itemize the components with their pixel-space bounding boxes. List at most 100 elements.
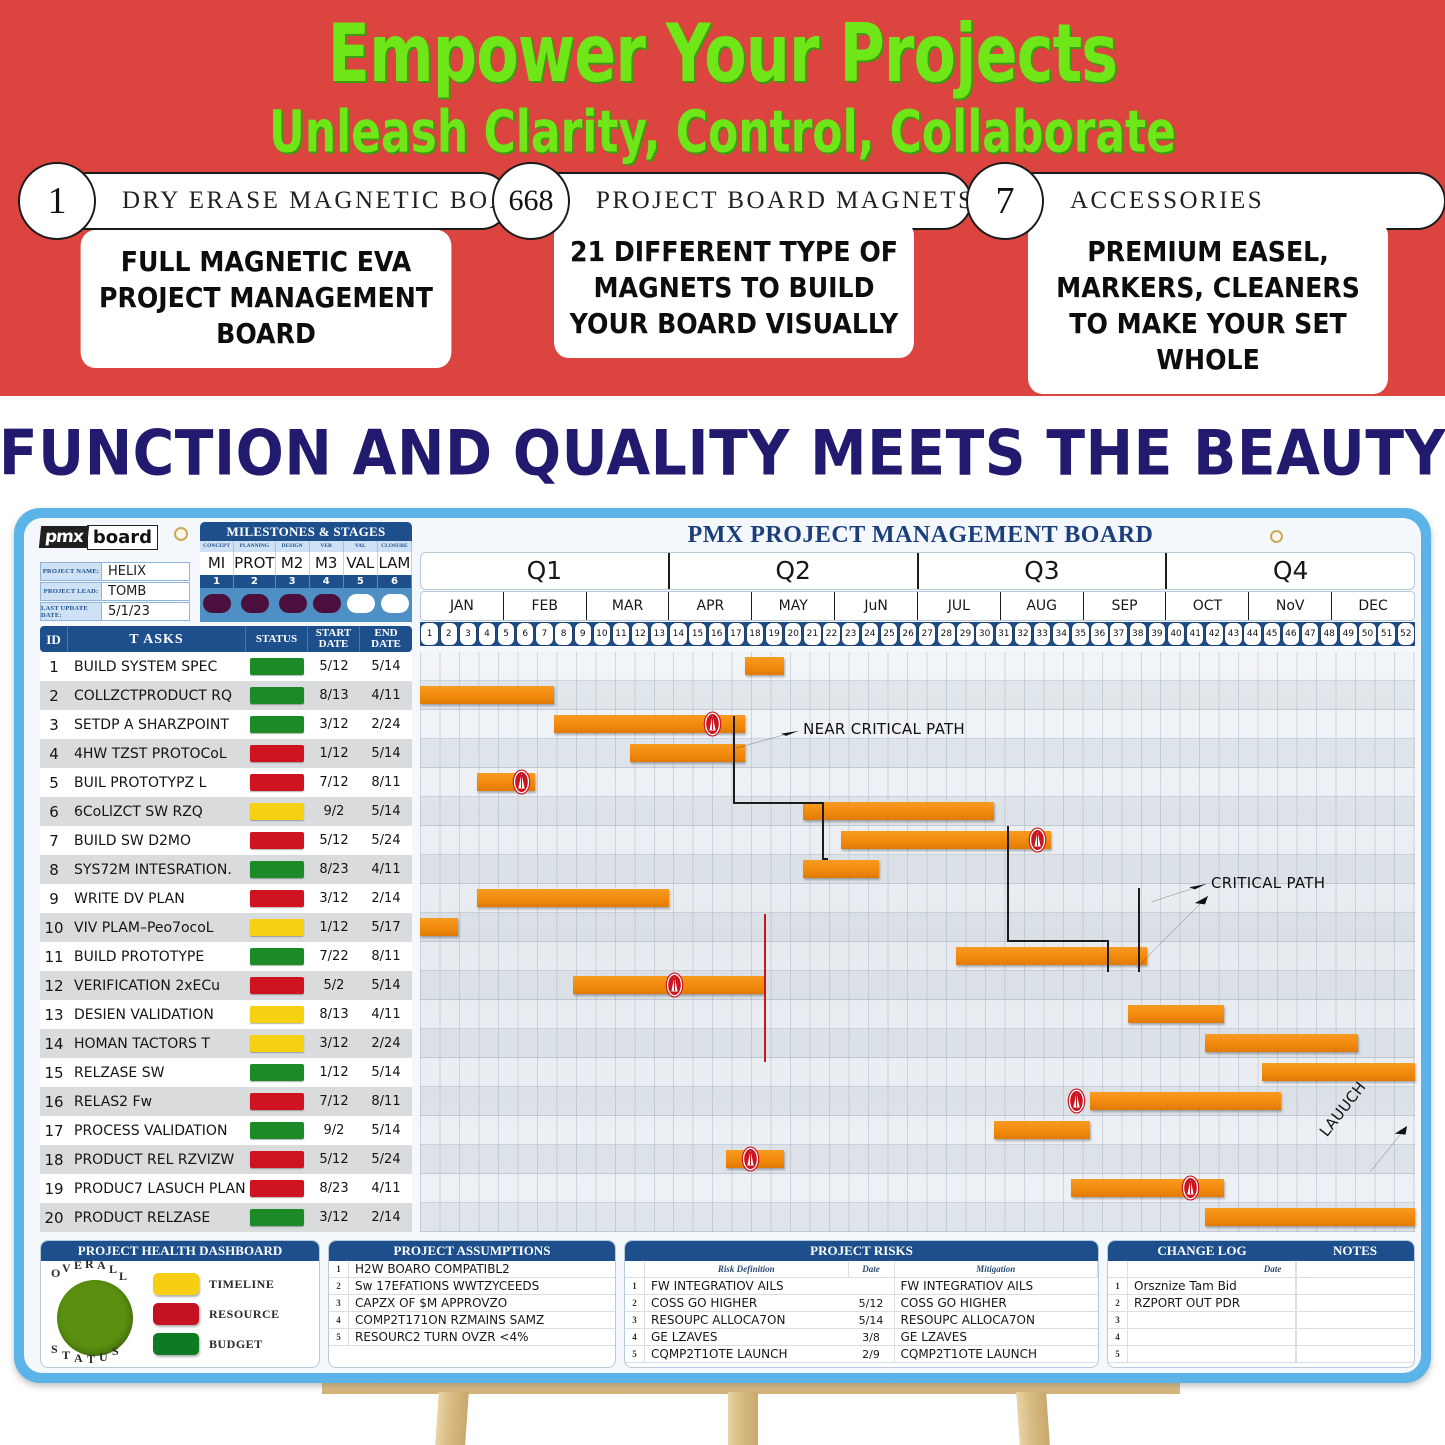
table-row[interactable]: 9 WRITE DV PLAN 3/12 2/14: [40, 884, 412, 913]
warning-icon[interactable]: [665, 972, 684, 998]
warning-icon[interactable]: [703, 711, 722, 737]
task-status-cell[interactable]: [246, 1174, 308, 1203]
project-info-value[interactable]: HELIX: [102, 562, 190, 581]
list-item[interactable]: 3: [1108, 1312, 1414, 1329]
gantt-bar[interactable]: [955, 947, 1148, 965]
task-status-cell[interactable]: [246, 681, 308, 710]
list-item[interactable]: 2 RZPORT OUT PDR: [1108, 1295, 1414, 1312]
table-row[interactable]: 20 PRODUCT RELZASE 3/12 2/14: [40, 1203, 412, 1232]
task-status-cell[interactable]: [246, 1058, 308, 1087]
list-item[interactable]: 5: [1108, 1346, 1414, 1363]
gantt-bar[interactable]: [1127, 1005, 1224, 1023]
gantt-bar[interactable]: [1261, 1063, 1415, 1081]
milestone-dot-cell[interactable]: [234, 588, 275, 618]
milestone-column[interactable]: CONCEPT MI 1: [200, 541, 235, 618]
task-status-cell[interactable]: [246, 1000, 308, 1029]
task-status-cell[interactable]: [246, 768, 308, 797]
task-status-cell[interactable]: [246, 739, 308, 768]
milestone-column[interactable]: CLOSURE LAM 6: [377, 541, 412, 618]
table-row[interactable]: 10 VIV PLAM–Peo7ocoL 1/12 5/17: [40, 913, 412, 942]
task-status-cell[interactable]: [246, 884, 308, 913]
table-row[interactable]: 12 VERIFICATION 2xECu 5/2 5/14: [40, 971, 412, 1000]
task-status-cell[interactable]: [246, 942, 308, 971]
project-info-value[interactable]: TOMB: [102, 582, 190, 601]
milestone-dot-cell[interactable]: [310, 588, 344, 618]
notes-cell[interactable]: [1296, 1312, 1414, 1328]
task-status-cell[interactable]: [246, 652, 308, 681]
gantt-bar[interactable]: [802, 802, 995, 820]
task-status-cell[interactable]: [246, 797, 308, 826]
table-row[interactable]: 2 COLLZCTPRODUCT RQ 8/13 4/11: [40, 681, 412, 710]
table-row[interactable]: 13 DESIEN VALIDATION 8/13 4/11: [40, 1000, 412, 1029]
task-status-cell[interactable]: [246, 1145, 308, 1174]
list-item[interactable]: 1 FW INTEGRATIOV AILS FW INTEGRATIOV AILS: [625, 1278, 1098, 1295]
table-row[interactable]: 14 HOMAN TACTORS T 3/12 2/24: [40, 1029, 412, 1058]
milestone-column[interactable]: VAL VAL 5: [343, 541, 378, 618]
list-item[interactable]: 5 CQMP2T1OTE LAUNCH 2/9 CQMP2T1OTE LAUNCH: [625, 1346, 1098, 1363]
table-row[interactable]: 17 PROCESS VALIDATION 9/2 5/14: [40, 1116, 412, 1145]
notes-cell[interactable]: [1296, 1346, 1414, 1362]
notes-cell[interactable]: [1296, 1295, 1414, 1311]
list-item[interactable]: 4: [1108, 1329, 1414, 1346]
task-status-cell[interactable]: [246, 1116, 308, 1145]
task-status-cell[interactable]: [246, 855, 308, 884]
table-row[interactable]: 15 RELZASE SW 1/12 5/14: [40, 1058, 412, 1087]
milestone-dot-cell[interactable]: [378, 588, 412, 618]
list-item[interactable]: 2 Sw 17EFATIONS WWTZYCEEDS: [329, 1278, 615, 1295]
task-status-cell[interactable]: [246, 1087, 308, 1116]
gantt-bar[interactable]: [802, 860, 880, 878]
table-row[interactable]: 19 PRODUC7 LASUCH PLAN 8/23 4/11: [40, 1174, 412, 1203]
list-item[interactable]: 2 COSS GO HIGHER 5/12 COSS GO HIGHER: [625, 1295, 1098, 1312]
task-status-cell[interactable]: [246, 710, 308, 739]
notes-cell[interactable]: [1296, 1278, 1414, 1294]
task-status-cell[interactable]: [246, 971, 308, 1000]
task-status-cell[interactable]: [246, 1029, 308, 1058]
warning-icon[interactable]: [1067, 1088, 1086, 1114]
gantt-bar[interactable]: [745, 657, 784, 675]
table-row[interactable]: 3 SETDP A SHARZPOINT 3/12 2/24: [40, 710, 412, 739]
table-row[interactable]: 4 4HW TZST PROTOCoL 1/12 5/14: [40, 739, 412, 768]
warning-icon[interactable]: [741, 1146, 760, 1172]
warning-icon[interactable]: [1181, 1175, 1200, 1201]
milestone-column[interactable]: VER M3 4: [309, 541, 344, 618]
gantt-bar[interactable]: [477, 889, 669, 907]
milestone-dot-cell[interactable]: [344, 588, 378, 618]
notes-cell[interactable]: [1296, 1329, 1414, 1345]
gantt-bar[interactable]: [840, 831, 1052, 849]
milestone-column[interactable]: DESIGN M2 3: [275, 541, 310, 618]
table-row[interactable]: 8 SYS72M INTESRATION. 8/23 4/11: [40, 855, 412, 884]
gantt-bar[interactable]: [1204, 1034, 1358, 1052]
table-row[interactable]: 18 PRODUCT REL RZVIZW 5/12 5/24: [40, 1145, 412, 1174]
table-row[interactable]: 1 BUILD SYSTEM SPEC 5/12 5/14: [40, 652, 412, 681]
gantt-bar[interactable]: [994, 1121, 1090, 1139]
task-status-cell[interactable]: [246, 826, 308, 855]
milestone-dot-cell[interactable]: [276, 588, 310, 618]
list-item[interactable]: 4 COMP2T171ON RZMAINS SAMZ: [329, 1312, 615, 1329]
project-info-value[interactable]: 5/1/23: [102, 602, 190, 621]
table-row[interactable]: 6 6CoLlZCT SW RZQ 9/2 5/14: [40, 797, 412, 826]
table-row[interactable]: 7 BUILD SW D2MO 5/12 5/24: [40, 826, 412, 855]
list-item[interactable]: 1 Orsznize Tam Bid: [1108, 1278, 1414, 1295]
list-item[interactable]: 3 CAPZX OF $M APPROVZO: [329, 1295, 615, 1312]
table-row[interactable]: 5 BUIL PROTOTYPZ L 7/12 8/11: [40, 768, 412, 797]
gauge-label-t: T: [62, 1348, 71, 1362]
gantt-bar[interactable]: [1089, 1092, 1282, 1110]
task-status-cell[interactable]: [246, 1203, 308, 1232]
gantt-bar[interactable]: [630, 744, 746, 762]
gantt-bar[interactable]: [553, 715, 746, 733]
table-row[interactable]: 11 BUILD PROTOTYPE 7/22 8/11: [40, 942, 412, 971]
milestone-dot-cell[interactable]: [200, 588, 234, 618]
gantt-bar[interactable]: [420, 686, 554, 704]
warning-icon[interactable]: [1028, 827, 1047, 853]
list-item[interactable]: 3 RESOUPC ALLOCA7ON 5/14 RESOUPC ALLOCA7ON: [625, 1312, 1098, 1329]
list-item[interactable]: 1 H2W BOARO COMPATIBL2: [329, 1261, 615, 1278]
list-item[interactable]: 5 RESOURC2 TURN OVZR <4%: [329, 1329, 615, 1346]
table-row[interactable]: 16 RELAS2 Fw 7/12 8/11: [40, 1087, 412, 1116]
warning-icon[interactable]: [512, 769, 531, 795]
gantt-bar[interactable]: [1204, 1208, 1415, 1226]
task-status-cell[interactable]: [246, 913, 308, 942]
gantt-bar[interactable]: [1070, 1179, 1224, 1197]
list-item[interactable]: 4 GE LZAVES 3/8 GE LZAVES: [625, 1329, 1098, 1346]
milestone-column[interactable]: PLANNING PROT 2: [234, 541, 276, 618]
gantt-bar[interactable]: [420, 918, 459, 936]
